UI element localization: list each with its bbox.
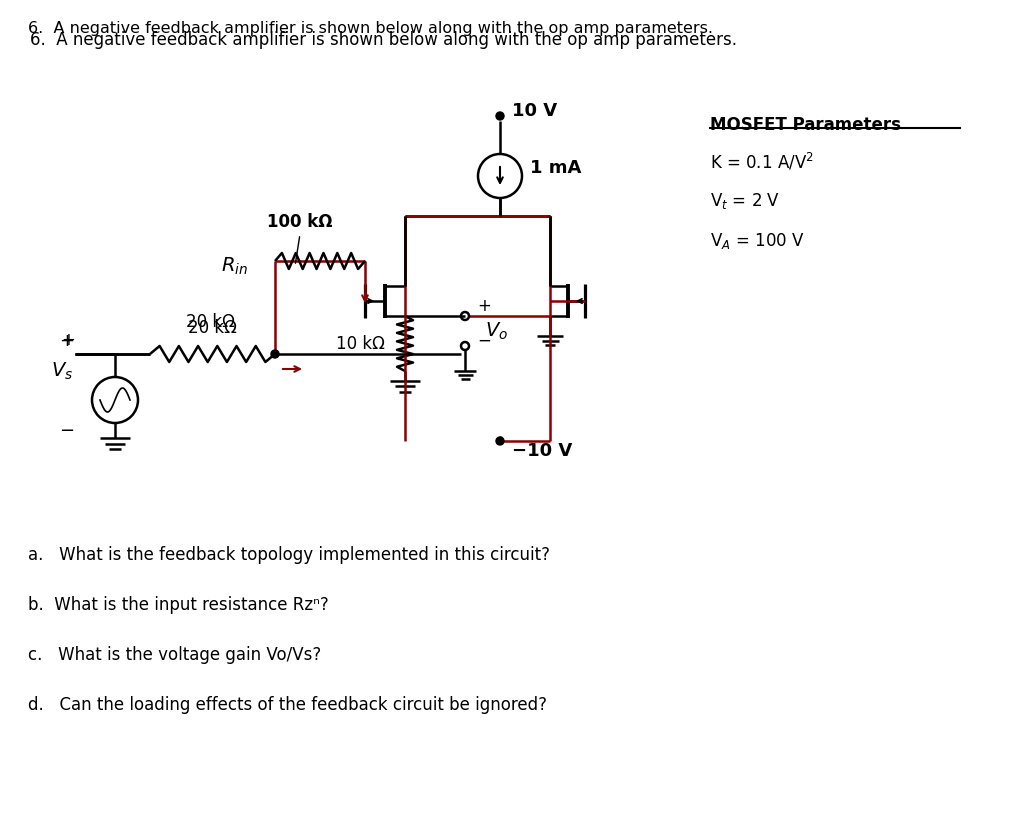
Text: −: − — [477, 332, 490, 350]
Text: 6.  A negative feedback amplifier is shown below along with the op amp parameter: 6. A negative feedback amplifier is show… — [30, 31, 737, 49]
Circle shape — [496, 437, 504, 445]
Text: 1 mA: 1 mA — [530, 159, 582, 177]
Text: $R_{in}$: $R_{in}$ — [221, 255, 249, 277]
Text: −: − — [59, 422, 75, 440]
Text: d.   Can the loading effects of the feedback circuit be ignored?: d. Can the loading effects of the feedba… — [28, 696, 547, 714]
Text: −10 V: −10 V — [512, 442, 572, 460]
Text: 10 V: 10 V — [512, 102, 557, 120]
Text: V$_A$ = 100 V: V$_A$ = 100 V — [710, 231, 805, 251]
Text: $V_s$: $V_s$ — [51, 360, 73, 382]
Circle shape — [271, 350, 279, 358]
Text: 100 kΩ: 100 kΩ — [267, 213, 333, 231]
Text: +: + — [59, 332, 75, 350]
Text: V$_t$ = 2 V: V$_t$ = 2 V — [710, 191, 780, 211]
Text: MOSFET Parameters: MOSFET Parameters — [710, 116, 901, 134]
Circle shape — [496, 112, 504, 120]
Text: a.   What is the feedback topology implemented in this circuit?: a. What is the feedback topology impleme… — [28, 546, 550, 564]
Text: 6.  A negative feedback amplifier is shown below along with the op amp parameter: 6. A negative feedback amplifier is show… — [28, 21, 713, 36]
Text: +: + — [61, 331, 75, 349]
Text: b.  What is the input resistance Rᴢⁿ?: b. What is the input resistance Rᴢⁿ? — [28, 596, 329, 614]
Text: 20 kΩ: 20 kΩ — [188, 319, 237, 337]
Text: 20 kΩ: 20 kΩ — [185, 313, 234, 331]
Text: K = 0.1 A/V$^2$: K = 0.1 A/V$^2$ — [710, 151, 814, 172]
Text: 10 kΩ: 10 kΩ — [336, 335, 384, 353]
Text: +: + — [477, 297, 490, 315]
Text: c.   What is the voltage gain Vo/Vs?: c. What is the voltage gain Vo/Vs? — [28, 646, 322, 664]
Text: $V_o$: $V_o$ — [485, 320, 508, 342]
